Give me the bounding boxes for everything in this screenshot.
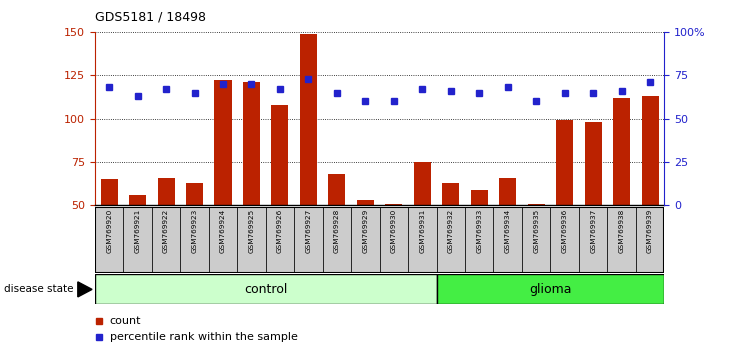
Polygon shape xyxy=(78,282,92,297)
FancyBboxPatch shape xyxy=(209,207,237,273)
Text: GSM769921: GSM769921 xyxy=(134,209,141,253)
Bar xyxy=(328,174,345,205)
Text: GSM769928: GSM769928 xyxy=(334,209,340,253)
FancyBboxPatch shape xyxy=(266,207,294,273)
FancyBboxPatch shape xyxy=(522,207,550,273)
Bar xyxy=(158,178,174,205)
Text: GSM769937: GSM769937 xyxy=(590,209,596,253)
Text: GSM769939: GSM769939 xyxy=(647,209,653,253)
Text: GSM769933: GSM769933 xyxy=(476,209,483,253)
Bar xyxy=(95,274,437,304)
FancyBboxPatch shape xyxy=(607,207,636,273)
Text: GSM769929: GSM769929 xyxy=(362,209,369,253)
Bar xyxy=(556,120,573,205)
Text: GSM769922: GSM769922 xyxy=(163,209,169,253)
FancyBboxPatch shape xyxy=(465,207,493,273)
Bar xyxy=(471,190,488,205)
Bar xyxy=(215,80,231,205)
FancyBboxPatch shape xyxy=(437,207,465,273)
FancyBboxPatch shape xyxy=(152,207,180,273)
FancyBboxPatch shape xyxy=(180,207,209,273)
FancyBboxPatch shape xyxy=(237,207,266,273)
Text: disease state: disease state xyxy=(4,284,73,295)
Bar xyxy=(585,122,602,205)
FancyBboxPatch shape xyxy=(493,207,522,273)
Bar xyxy=(613,98,630,205)
Text: count: count xyxy=(110,316,141,326)
Text: control: control xyxy=(244,283,288,296)
FancyBboxPatch shape xyxy=(95,207,123,273)
Bar xyxy=(101,179,118,205)
Text: GSM769920: GSM769920 xyxy=(106,209,112,253)
Bar xyxy=(437,274,664,304)
Text: glioma: glioma xyxy=(529,283,572,296)
Bar xyxy=(528,204,545,205)
Bar xyxy=(642,96,658,205)
Text: percentile rank within the sample: percentile rank within the sample xyxy=(110,332,297,342)
Text: GSM769930: GSM769930 xyxy=(391,209,397,253)
Bar xyxy=(272,105,288,205)
Text: GSM769925: GSM769925 xyxy=(248,209,255,253)
FancyBboxPatch shape xyxy=(579,207,607,273)
FancyBboxPatch shape xyxy=(123,207,152,273)
Text: GSM769934: GSM769934 xyxy=(504,209,511,253)
Text: GSM769927: GSM769927 xyxy=(305,209,312,253)
Bar xyxy=(300,34,317,205)
Text: GSM769931: GSM769931 xyxy=(419,209,426,253)
Bar xyxy=(414,162,431,205)
Text: GDS5181 / 18498: GDS5181 / 18498 xyxy=(95,11,206,24)
Bar xyxy=(129,195,146,205)
FancyBboxPatch shape xyxy=(294,207,323,273)
Text: GSM769924: GSM769924 xyxy=(220,209,226,253)
Text: GSM769938: GSM769938 xyxy=(618,209,625,253)
FancyBboxPatch shape xyxy=(380,207,408,273)
Text: GSM769935: GSM769935 xyxy=(533,209,539,253)
Text: GSM769936: GSM769936 xyxy=(561,209,568,253)
Bar xyxy=(357,200,374,205)
Bar xyxy=(186,183,203,205)
FancyBboxPatch shape xyxy=(550,207,579,273)
Bar xyxy=(385,204,402,205)
Bar xyxy=(499,178,516,205)
FancyBboxPatch shape xyxy=(323,207,351,273)
Bar xyxy=(442,183,459,205)
FancyBboxPatch shape xyxy=(408,207,437,273)
Text: GSM769923: GSM769923 xyxy=(191,209,198,253)
FancyBboxPatch shape xyxy=(351,207,380,273)
Text: GSM769932: GSM769932 xyxy=(447,209,454,253)
Bar xyxy=(243,82,260,205)
FancyBboxPatch shape xyxy=(636,207,664,273)
Text: GSM769926: GSM769926 xyxy=(277,209,283,253)
